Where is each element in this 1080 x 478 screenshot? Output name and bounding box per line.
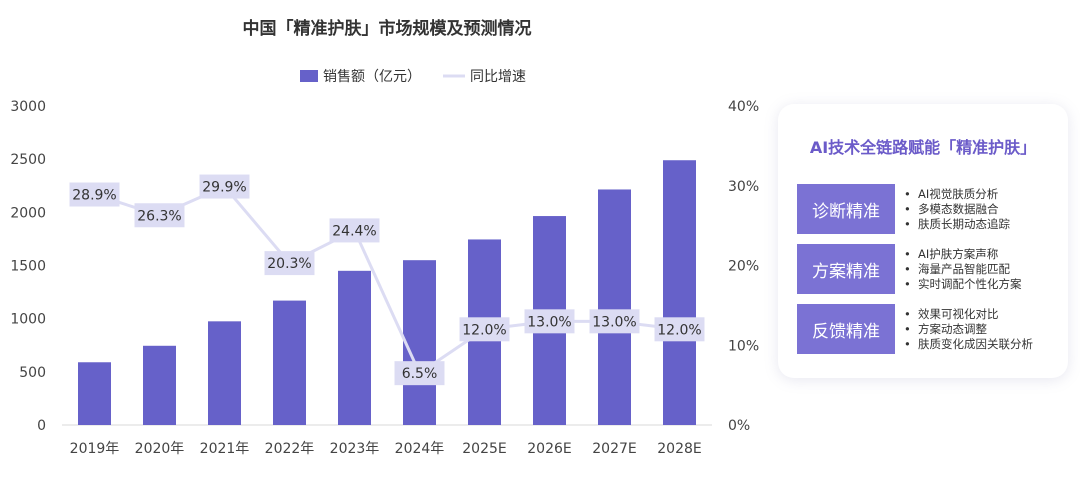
data-label-box bbox=[134, 203, 185, 228]
feature-item: 多模态数据融合 bbox=[904, 202, 1010, 217]
bar bbox=[338, 270, 371, 425]
legend-bar-label: 销售额（亿元） bbox=[323, 69, 421, 85]
y-axis-left: 0 500 1000 1500 2000 2500 3000 bbox=[10, 99, 46, 434]
data-label: 20.3% bbox=[267, 256, 311, 272]
bar bbox=[208, 321, 241, 425]
x-tick-label: 2026E bbox=[527, 441, 571, 457]
x-tick-label: 2021年 bbox=[200, 441, 250, 457]
data-label-box bbox=[589, 309, 640, 334]
x-tick-label: 2028E bbox=[657, 441, 701, 457]
data-label-box bbox=[524, 309, 575, 334]
bar bbox=[403, 260, 436, 425]
legend: 销售额（亿元） 同比增速 bbox=[300, 69, 526, 85]
feature-plan: 方案精准 AI护肤方案声称 海量产品智能匹配 实时调配个性化方案 bbox=[797, 244, 1067, 294]
data-label: 13.0% bbox=[527, 314, 571, 330]
x-tick-label: 2022年 bbox=[265, 441, 315, 457]
data-label: 12.0% bbox=[657, 322, 701, 338]
legend-line-label: 同比增速 bbox=[470, 69, 526, 85]
feature-feedback: 反馈精准 效果可视化对比 方案动态调整 肤质变化成因关联分析 bbox=[797, 304, 1067, 354]
feature-item: 海量产品智能匹配 bbox=[904, 262, 1022, 277]
x-tick-label: 2023年 bbox=[330, 441, 380, 457]
y-tick-label-right: 10% bbox=[728, 338, 759, 354]
bar bbox=[143, 345, 176, 425]
y-tick-label-left: 3000 bbox=[10, 99, 46, 115]
feature-item: 实时调配个性化方案 bbox=[904, 277, 1022, 292]
data-label-box bbox=[654, 317, 705, 342]
data-label: 6.5% bbox=[402, 366, 438, 382]
y-tick-label-left: 500 bbox=[19, 365, 46, 381]
x-tick-label: 2025E bbox=[462, 441, 506, 457]
growth-line bbox=[94, 185, 680, 375]
ai-empowerment-panel: AI技术全链路赋能「精准护肤」 诊断精准 AI视觉肤质分析 多模态数据融合 肤质… bbox=[778, 104, 1068, 378]
data-label: 12.0% bbox=[462, 322, 506, 338]
feature-list: 效果可视化对比 方案动态调整 肤质变化成因关联分析 bbox=[904, 307, 1033, 352]
y-tick-label-right: 40% bbox=[728, 99, 759, 115]
bar bbox=[598, 189, 631, 425]
feature-tag: 方案精准 bbox=[797, 244, 895, 294]
bar-series bbox=[78, 160, 696, 426]
data-label: 26.3% bbox=[137, 208, 181, 224]
feature-item: 肤质长期动态追踪 bbox=[904, 217, 1010, 232]
data-label: 29.9% bbox=[202, 180, 246, 196]
panel-title: AI技术全链路赋能「精准护肤」 bbox=[809, 138, 1037, 157]
y-axis-right: 0% 10% 20% 30% 40% bbox=[728, 99, 759, 434]
feature-item: AI护肤方案声称 bbox=[904, 247, 1022, 262]
feature-tag: 诊断精准 bbox=[797, 184, 895, 234]
data-label: 24.4% bbox=[332, 223, 376, 239]
growth-line-series: 28.9% 26.3% 29.9% 20.3% 24.4% 6.5% 12.0% 13.0% 1… bbox=[69, 174, 705, 386]
data-label: 13.0% bbox=[592, 314, 636, 330]
bar bbox=[78, 362, 111, 425]
chart-title: 中国「精准护肤」市场规模及预测情况 bbox=[243, 18, 532, 39]
y-tick-label-right: 30% bbox=[728, 179, 759, 195]
feature-diagnosis: 诊断精准 AI视觉肤质分析 多模态数据融合 肤质长期动态追踪 bbox=[797, 184, 1067, 234]
feature-tag: 反馈精准 bbox=[797, 304, 895, 354]
y-tick-label-left: 2500 bbox=[10, 152, 46, 168]
data-label: 28.9% bbox=[72, 188, 116, 204]
feature-item: AI视觉肤质分析 bbox=[904, 187, 1010, 202]
x-tick-label: 2020年 bbox=[135, 441, 185, 457]
y-tick-label-right: 0% bbox=[728, 418, 750, 434]
x-axis-labels: 2019年 2020年 2021年 2022年 2023年 2024年 2025E 2026E… bbox=[70, 441, 702, 457]
chart: 中国「精准护肤」市场规模及预测情况 销售额（亿元） 同比增速 0 500 1000 1… bbox=[10, 18, 759, 457]
y-tick-label-left: 0 bbox=[37, 418, 46, 434]
feature-item: 肤质变化成因关联分析 bbox=[904, 337, 1033, 352]
data-label-box bbox=[264, 251, 315, 276]
x-tick-label: 2027E bbox=[592, 441, 636, 457]
bar bbox=[663, 160, 696, 426]
feature-list: AI护肤方案声称 海量产品智能匹配 实时调配个性化方案 bbox=[904, 247, 1022, 292]
y-tick-label-left: 1000 bbox=[10, 312, 46, 328]
data-label-box bbox=[459, 317, 510, 342]
feature-list: AI视觉肤质分析 多模态数据融合 肤质长期动态追踪 bbox=[904, 187, 1010, 232]
data-label-box bbox=[69, 182, 120, 207]
x-tick-label: 2024年 bbox=[395, 441, 445, 457]
y-tick-label-right: 20% bbox=[728, 259, 759, 275]
bar bbox=[273, 300, 306, 425]
data-label-box bbox=[394, 361, 445, 386]
y-tick-label-left: 2000 bbox=[10, 205, 46, 221]
data-label-box bbox=[199, 174, 250, 199]
feature-item: 方案动态调整 bbox=[904, 322, 1033, 337]
feature-item: 效果可视化对比 bbox=[904, 307, 1033, 322]
x-tick-label: 2019年 bbox=[70, 441, 120, 457]
legend-bar-swatch bbox=[300, 70, 318, 82]
data-label-box bbox=[329, 218, 380, 243]
y-tick-label-left: 1500 bbox=[10, 259, 46, 275]
